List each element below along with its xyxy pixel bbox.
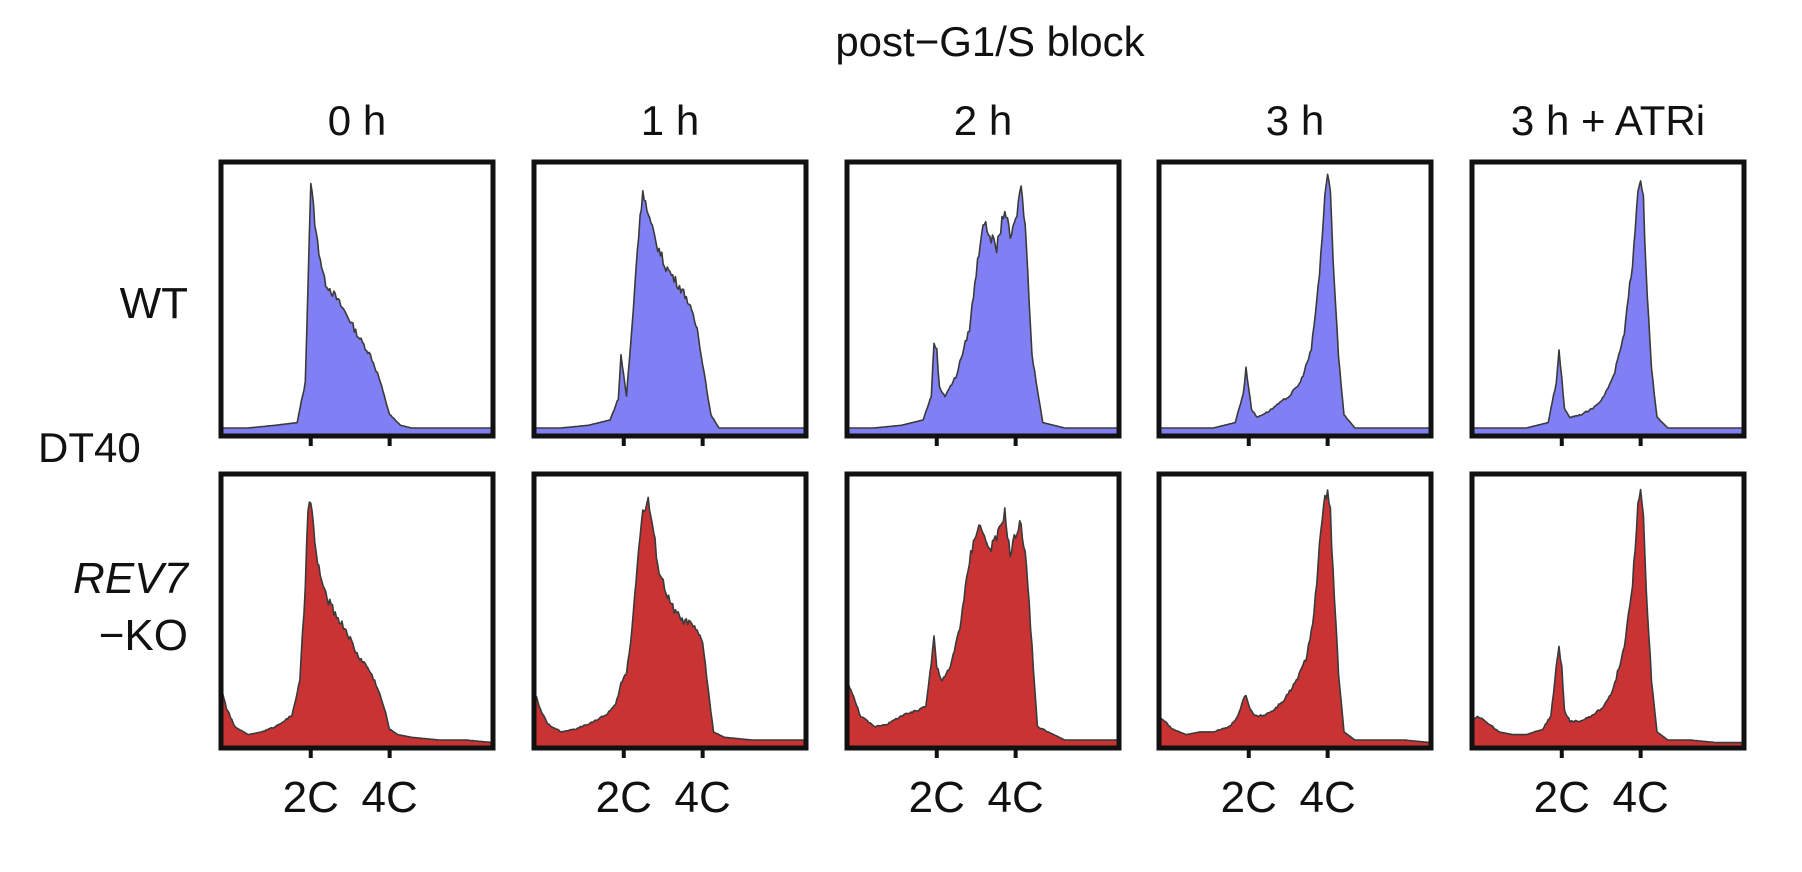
- histogram-wt-3-h: [1156, 159, 1434, 446]
- histogram-rev7-ko-3-h-atri: [1469, 471, 1747, 758]
- histogram-rev7-ko-0-h: [218, 471, 496, 758]
- panel-frame: [844, 159, 1122, 439]
- figure-title: post−G1/S block: [835, 18, 1145, 65]
- panel-frame: [1156, 471, 1434, 751]
- histogram-area: [846, 507, 1120, 749]
- histogram-wt-3-h-atri: [1469, 159, 1747, 446]
- histogram-area: [1158, 173, 1432, 437]
- histogram-area: [533, 496, 807, 749]
- x-tick-label-2c-col-3: 2C: [1221, 773, 1277, 822]
- histogram-area: [1158, 489, 1432, 749]
- x-tick-label-4c-col-3: 4C: [1300, 773, 1356, 822]
- column-header-3-h-atri: 3 h + ATRi: [1511, 97, 1705, 144]
- histogram-rev7-ko-2-h: [844, 471, 1122, 758]
- histogram-rev7-ko-3-h: [1156, 471, 1434, 758]
- row-label-1-line-0: REV7: [73, 554, 189, 603]
- histogram-panels: [218, 159, 1747, 758]
- column-header-1-h: 1 h: [641, 97, 699, 144]
- panel-frame: [1469, 159, 1747, 439]
- histogram-area: [533, 190, 807, 437]
- row-labels: DT40 WT REV7 −KO: [38, 279, 190, 660]
- histogram-rev7-ko-1-h: [531, 471, 809, 758]
- cell-line-label: DT40: [38, 424, 141, 471]
- x-tick-label-2c-col-1: 2C: [596, 773, 652, 822]
- x-tick-label-4c-col-0: 4C: [362, 773, 418, 822]
- panel-frame: [218, 471, 496, 751]
- histogram-wt-2-h: [844, 159, 1122, 446]
- x-tick-label-2c-col-0: 2C: [283, 773, 339, 822]
- column-header-3-h: 3 h: [1266, 97, 1324, 144]
- histogram-wt-1-h: [531, 159, 809, 446]
- row-label-1-line-1: −KO: [99, 611, 188, 660]
- column-header-0-h: 0 h: [328, 97, 386, 144]
- panel-frame: [1469, 471, 1747, 751]
- panel-frame: [844, 471, 1122, 751]
- column-header-2-h: 2 h: [954, 97, 1012, 144]
- column-headers: 0 h 1 h 2 h 3 h 3 h + ATRi: [328, 97, 1705, 144]
- histogram-area: [220, 182, 494, 437]
- histogram-area: [1471, 488, 1745, 749]
- x-tick-label-2c-col-2: 2C: [909, 773, 965, 822]
- x-tick-label-2c-col-4: 2C: [1534, 773, 1590, 822]
- panel-frame: [531, 471, 809, 751]
- panel-frame: [531, 159, 809, 439]
- row-label-0-line-0: WT: [120, 279, 188, 328]
- histogram-area: [220, 501, 494, 749]
- histogram-area: [1471, 180, 1745, 437]
- x-tick-labels: 2C 4C 2C 4C 2C 4C 2C 4C 2C 4C: [283, 773, 1669, 822]
- panel-frame: [218, 159, 496, 439]
- panel-frame: [1156, 159, 1434, 439]
- histogram-wt-0-h: [218, 159, 496, 446]
- x-tick-label-4c-col-4: 4C: [1613, 773, 1669, 822]
- x-tick-label-4c-col-1: 4C: [675, 773, 731, 822]
- x-tick-label-4c-col-2: 4C: [988, 773, 1044, 822]
- histogram-area: [846, 185, 1120, 437]
